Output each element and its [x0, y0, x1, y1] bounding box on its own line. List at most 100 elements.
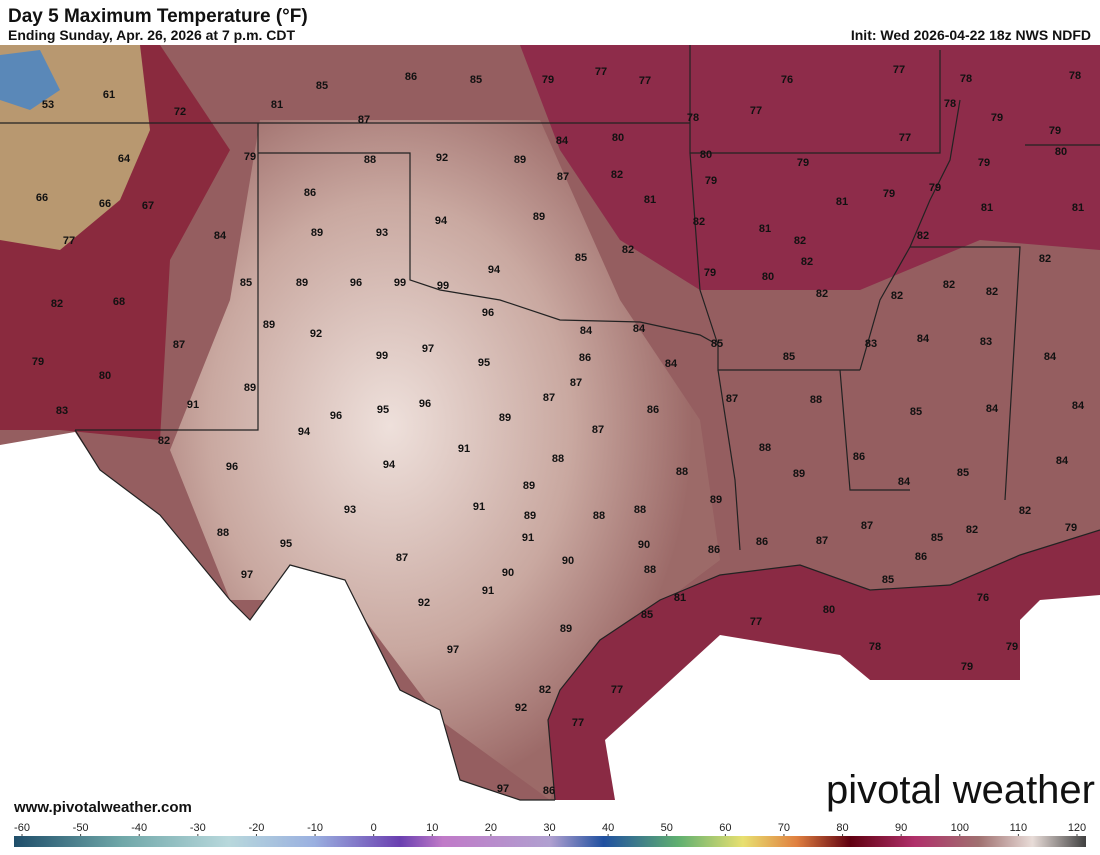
temperature-label: 81: [1072, 202, 1084, 214]
temperature-label: 76: [781, 74, 793, 86]
temperature-label: 91: [522, 532, 534, 544]
temperature-label: 89: [524, 510, 536, 522]
temperature-label: 85: [882, 574, 894, 586]
colorbar-tick-label: 0: [371, 822, 377, 834]
temperature-label: 89: [296, 277, 308, 289]
temperature-label: 80: [762, 271, 774, 283]
temperature-label: 85: [575, 252, 587, 264]
temperature-label: 82: [539, 684, 551, 696]
warm-region: [520, 45, 1100, 290]
temperature-label: 85: [931, 532, 943, 544]
temperature-label: 88: [644, 564, 656, 576]
temperature-label: 89: [514, 154, 526, 166]
temperature-label: 82: [917, 230, 929, 242]
temperature-label: 89: [710, 494, 722, 506]
temperature-label: 88: [810, 394, 822, 406]
temperature-label: 61: [103, 89, 115, 101]
temperature-label: 80: [612, 132, 624, 144]
temperature-label: 77: [611, 684, 623, 696]
colorbar-tick-label: 80: [836, 822, 848, 834]
temperature-label: 90: [502, 567, 514, 579]
temperature-label: 79: [883, 188, 895, 200]
warm-interior: [170, 120, 720, 800]
temperature-label: 89: [244, 382, 256, 394]
temperature-label: 84: [580, 325, 593, 337]
logo: pivotal weather: [826, 768, 1095, 812]
temperature-label: 90: [562, 555, 574, 567]
temperature-label: 91: [187, 399, 199, 411]
init-time: Init: Wed 2026-04-22 18z NWS NDFD: [851, 27, 1091, 43]
temperature-label: 85: [783, 351, 795, 363]
temperature-label: 79: [961, 661, 973, 673]
temperature-label: 80: [1055, 146, 1067, 158]
temperature-label: 86: [543, 785, 555, 797]
temperature-label: 97: [422, 343, 434, 355]
colorbar-tick-label: 90: [895, 822, 907, 834]
temperature-label: 82: [801, 256, 813, 268]
mexico-mask: [0, 432, 555, 817]
temperature-label: 88: [552, 453, 564, 465]
colorbar-tick-label: 20: [485, 822, 497, 834]
temperature-label: 84: [214, 230, 227, 242]
temperature-label: 82: [794, 235, 806, 247]
temperature-label: 84: [1044, 351, 1057, 363]
temperature-label: 81: [981, 202, 993, 214]
temperature-label: 77: [572, 717, 584, 729]
temperature-label: 84: [917, 333, 930, 345]
temperature-label: 87: [557, 171, 569, 183]
temperature-label: 95: [377, 404, 389, 416]
temperature-label: 79: [978, 157, 990, 169]
temperature-label: 88: [217, 527, 229, 539]
temperature-label: 82: [611, 169, 623, 181]
temperature-label: 66: [36, 192, 48, 204]
temperature-label: 68: [113, 296, 125, 308]
temperature-label: 97: [497, 783, 509, 795]
temperature-label: 87: [396, 552, 408, 564]
temperature-label: 84: [665, 358, 678, 370]
temperature-label: 79: [797, 157, 809, 169]
temperature-label: 78: [960, 73, 972, 85]
temperature-label: 92: [515, 702, 527, 714]
temperature-label: 82: [966, 524, 978, 536]
temperature-label: 88: [593, 510, 605, 522]
temperature-label: 72: [174, 106, 186, 118]
colorbar-tick-label: -20: [248, 822, 264, 834]
temperature-label: 77: [750, 616, 762, 628]
colorbar-tick-label: 50: [661, 822, 673, 834]
temperature-label: 79: [991, 112, 1003, 124]
temperature-label: 79: [542, 74, 554, 86]
temperature-label: 79: [1049, 125, 1061, 137]
temperature-label: 87: [592, 424, 604, 436]
colorbar-tick-label: 120: [1068, 822, 1086, 834]
colorbar-tick-label: 110: [1010, 822, 1028, 834]
temperature-label: 77: [63, 235, 75, 247]
colorbar-tick-label: 10: [426, 822, 438, 834]
temperature-label: 77: [893, 64, 905, 76]
temperature-label: 86: [708, 544, 720, 556]
temperature-label: 96: [482, 307, 494, 319]
temperature-label: 86: [405, 71, 417, 83]
temperature-label: 89: [263, 319, 275, 331]
temperature-label: 96: [330, 410, 342, 422]
colorbar-tick-label: -50: [73, 822, 89, 834]
temperature-label: 82: [693, 216, 705, 228]
temperature-label: 85: [316, 80, 328, 92]
temperature-label: 88: [759, 442, 771, 454]
temperature-label: 96: [226, 461, 238, 473]
colorbar-tick-label: -30: [190, 822, 206, 834]
temperature-label: 85: [470, 74, 482, 86]
colorbar-tick-label: 30: [543, 822, 555, 834]
colorbar-tick-label: -10: [307, 822, 323, 834]
temperature-label: 76: [977, 592, 989, 604]
temperature-label: 88: [676, 466, 688, 478]
temperature-label: 77: [639, 75, 651, 87]
state-borders: [0, 45, 1100, 801]
temperature-label: 77: [750, 105, 762, 117]
temperature-label: 78: [944, 98, 956, 110]
colorbar-tick-label: 60: [719, 822, 731, 834]
temperature-label: 86: [915, 551, 927, 563]
temperature-label: 77: [899, 132, 911, 144]
temperature-label: 84: [986, 403, 999, 415]
temperature-label: 83: [980, 336, 992, 348]
temperature-label: 53: [42, 99, 54, 111]
